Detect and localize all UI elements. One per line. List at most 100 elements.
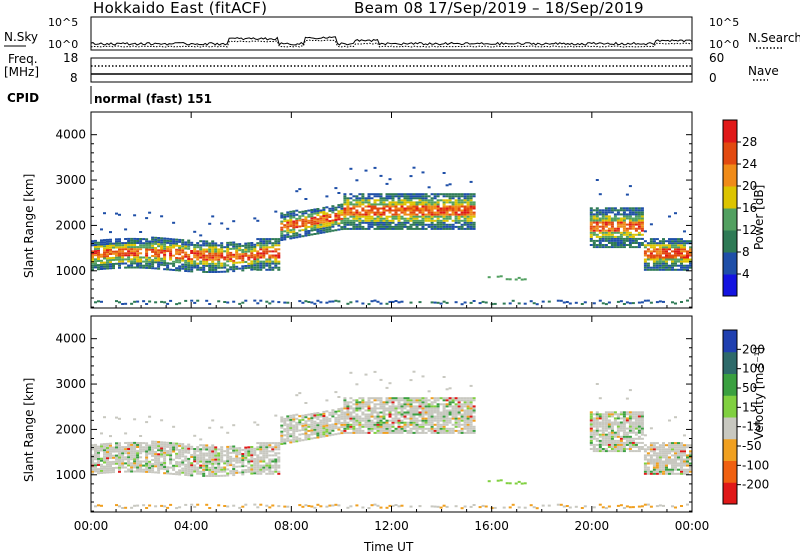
velocity-cell <box>142 446 146 449</box>
power-cell <box>154 257 158 260</box>
velocity-cell <box>241 457 245 460</box>
velocity-cell <box>490 507 494 510</box>
power-cell <box>103 257 106 260</box>
velocity-cell <box>643 503 647 506</box>
velocity-cell <box>686 444 689 447</box>
power-cell <box>469 301 473 304</box>
power-cell <box>304 224 308 227</box>
velocity-cell <box>343 397 347 400</box>
velocity-cell <box>109 446 112 449</box>
velocity-cell <box>514 482 518 485</box>
velocity-cell <box>268 506 272 509</box>
power-cell <box>301 212 305 215</box>
power-cell <box>142 264 146 267</box>
power-cell <box>445 184 449 187</box>
power-cell <box>674 246 677 249</box>
velocity-cell <box>160 453 164 456</box>
power-cell <box>421 217 425 220</box>
power-cell <box>223 264 227 267</box>
velocity-cell <box>619 413 623 416</box>
velocity-cell <box>109 463 112 466</box>
velocity-cell <box>379 397 383 400</box>
power-cell <box>394 209 398 212</box>
power-cell <box>163 245 167 248</box>
power-cell <box>343 203 347 206</box>
velocity-cell <box>598 429 602 432</box>
power-cell <box>184 265 188 268</box>
velocity-cell <box>268 464 272 467</box>
power-cell <box>199 246 203 249</box>
velocity-cell <box>343 415 347 418</box>
power-cell <box>355 227 359 230</box>
power-cell <box>391 227 395 230</box>
velocity-cell <box>376 429 380 432</box>
velocity-cell <box>193 464 197 467</box>
velocity-cell <box>133 470 137 473</box>
velocity-cell <box>148 444 152 447</box>
power-cell <box>622 225 626 228</box>
power-cell <box>187 262 191 264</box>
velocity-cell <box>427 415 431 418</box>
power-cell <box>241 259 245 262</box>
power-cell <box>400 199 404 202</box>
velocity-cell <box>136 458 140 461</box>
power-cell <box>403 221 407 224</box>
velocity-cell <box>622 425 626 428</box>
power-cell <box>127 254 131 257</box>
power-cell <box>445 193 449 196</box>
power-cell <box>103 253 106 256</box>
power-cell <box>229 251 233 254</box>
velocity-cell <box>151 454 155 457</box>
power-cell <box>677 268 680 271</box>
power-cell <box>649 266 653 269</box>
power-cell <box>199 244 203 247</box>
power-cell <box>683 268 686 271</box>
velocity-cell <box>628 506 632 509</box>
velocity-cell <box>622 507 626 509</box>
velocity-cell <box>268 460 272 463</box>
velocity-cell <box>466 415 470 418</box>
power-cell <box>298 225 302 228</box>
power-cell <box>649 250 653 253</box>
velocity-cell <box>616 429 620 432</box>
velocity-cell <box>187 464 191 466</box>
velocity-cell <box>607 419 611 422</box>
velocity-cell <box>304 504 308 507</box>
velocity-cell <box>433 431 437 434</box>
power-cell <box>328 226 332 229</box>
velocity-cell <box>139 468 143 471</box>
velocity-cell <box>388 425 392 428</box>
velocity-cell <box>157 461 161 464</box>
power-cell <box>301 220 305 223</box>
velocity-cell <box>388 419 392 422</box>
power-cell <box>337 300 341 303</box>
power-cell <box>388 205 392 208</box>
power-cell <box>118 266 121 269</box>
power-cell <box>139 244 143 247</box>
velocity-cell <box>508 482 512 485</box>
power-cell <box>151 246 155 249</box>
power-cell <box>616 242 620 244</box>
velocity-cell <box>466 427 470 430</box>
velocity-cell <box>223 454 227 457</box>
velocity-cell <box>665 464 668 467</box>
power-cell <box>457 201 461 204</box>
velocity-cell <box>457 413 461 416</box>
power-cell <box>634 237 638 240</box>
velocity-cell <box>334 425 338 427</box>
velocity-cell <box>181 443 185 446</box>
power-cell <box>592 229 596 232</box>
power-cell <box>127 264 131 267</box>
velocity-cell <box>217 452 221 455</box>
power-cell <box>409 301 413 304</box>
velocity-cell <box>619 417 623 420</box>
velocity-cell <box>379 407 383 410</box>
power-cell <box>196 252 200 255</box>
velocity-cell <box>190 464 194 467</box>
velocity-cell <box>589 423 593 426</box>
velocity-cell <box>367 427 371 430</box>
power-cell <box>313 210 317 213</box>
power-cell <box>94 241 97 244</box>
velocity-cell <box>619 423 623 426</box>
velocity-cell <box>127 470 131 473</box>
